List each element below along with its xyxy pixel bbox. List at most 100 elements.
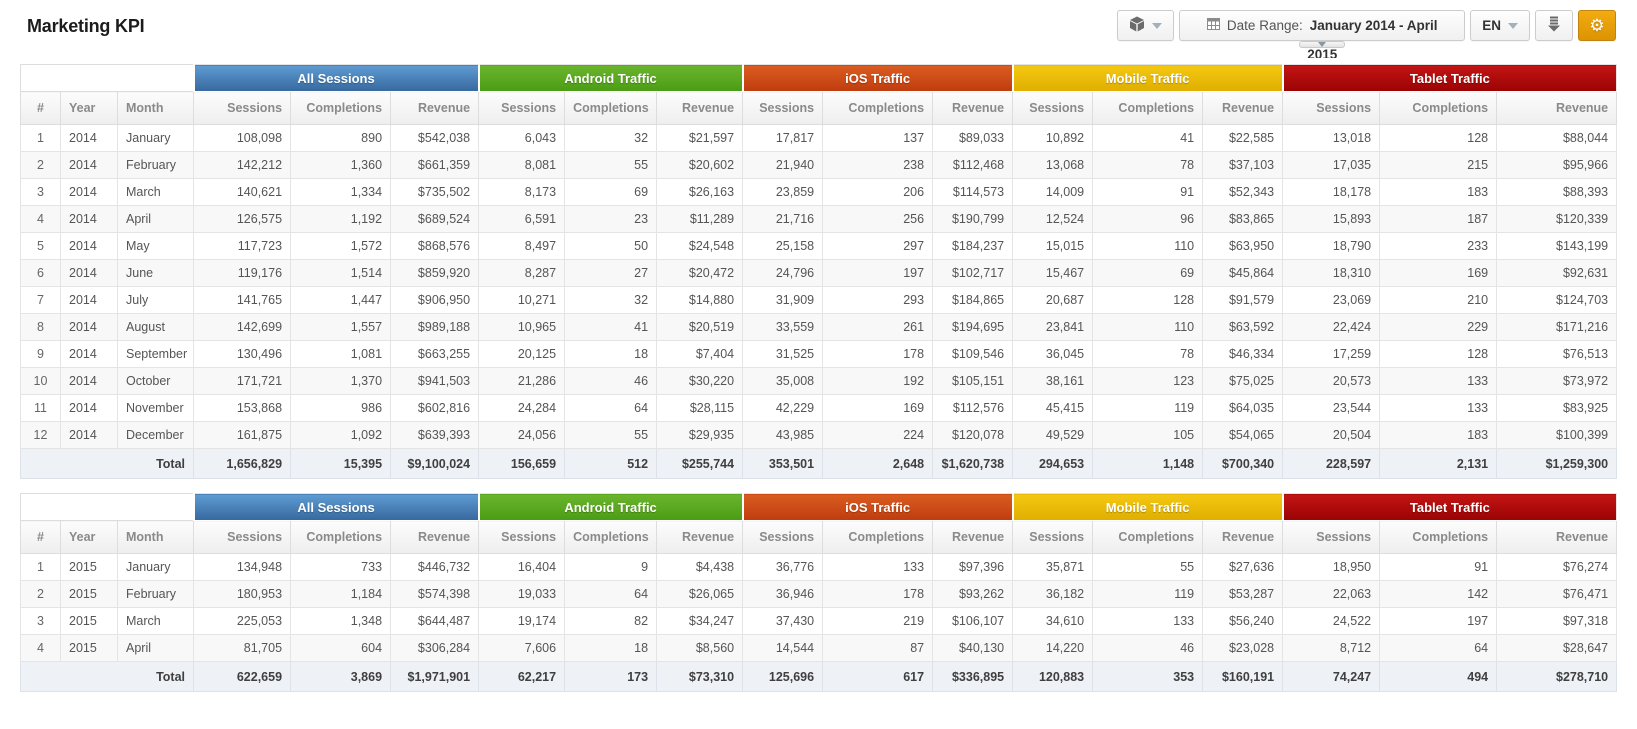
cell-value: $143,199 [1496, 232, 1618, 260]
cell-year: 2014 [60, 340, 118, 368]
column-header-revenue[interactable]: Revenue [656, 91, 744, 125]
cell-value: 119 [1092, 580, 1204, 608]
language-button[interactable]: EN [1470, 10, 1530, 41]
column-header-month[interactable]: Month [116, 520, 195, 554]
cell-value: 8,081 [478, 151, 566, 179]
cell-index: 1 [20, 553, 61, 581]
cell-value: $11,289 [656, 205, 744, 233]
cell-value: 261 [822, 313, 934, 341]
table-row: 3 2015 March 225,053 1,348 $644,487 19,174 82 $3… [20, 607, 1618, 635]
cell-value: 119 [1092, 394, 1204, 422]
cell-value: 238 [822, 151, 934, 179]
cell-value: $120,339 [1496, 205, 1618, 233]
cell-value: 6,043 [478, 124, 566, 152]
column-header-revenue[interactable]: Revenue [932, 520, 1014, 554]
cell-value: $109,546 [932, 340, 1014, 368]
cell-value: 20,573 [1282, 367, 1381, 395]
cell-value: 178 [822, 340, 934, 368]
column-header-sessions[interactable]: Sessions [193, 91, 292, 125]
date-range-button[interactable]: Date Range: January 2014 - April [1179, 10, 1466, 41]
column-header-sessions[interactable]: Sessions [478, 91, 566, 125]
settings-button[interactable]: ⚙ [1578, 10, 1616, 41]
column-header-sessions[interactable]: Sessions [1012, 91, 1094, 125]
column-header-completions[interactable]: Completions [1092, 520, 1204, 554]
cell-value: 123 [1092, 367, 1204, 395]
cell-value: $20,602 [656, 151, 744, 179]
column-header-sessions[interactable]: Sessions [1282, 91, 1381, 125]
column-header-sessions[interactable]: Sessions [742, 520, 824, 554]
date-range-handle[interactable] [1299, 41, 1346, 48]
cell-value: 23,859 [742, 178, 824, 206]
cell-value: 12,524 [1012, 205, 1094, 233]
download-icon [1547, 16, 1561, 35]
total-value: $278,710 [1496, 661, 1618, 692]
cell-year: 2015 [60, 553, 118, 581]
cell-value: $14,880 [656, 286, 744, 314]
cell-value: 46 [564, 367, 658, 395]
total-value: 617 [822, 661, 934, 692]
cell-value: 35,871 [1012, 553, 1094, 581]
total-value: 353,501 [742, 448, 824, 479]
column-header-completions[interactable]: Completions [1379, 520, 1498, 554]
column-header-completions[interactable]: Completions [1092, 91, 1204, 125]
column-header-index[interactable]: # [20, 520, 61, 554]
cell-value: 55 [1092, 553, 1204, 581]
column-header-sessions[interactable]: Sessions [193, 520, 292, 554]
cell-value: $868,576 [390, 232, 480, 260]
column-header-completions[interactable]: Completions [822, 520, 934, 554]
column-header-revenue[interactable]: Revenue [656, 520, 744, 554]
column-header-index[interactable]: # [20, 91, 61, 125]
table-row: 6 2014 June 119,176 1,514 $859,920 8,287 27 $20,… [20, 259, 1618, 287]
cell-value: $602,816 [390, 394, 480, 422]
cell-value: 13,018 [1282, 124, 1381, 152]
cell-value: 10,965 [478, 313, 566, 341]
cell-value: $661,359 [390, 151, 480, 179]
column-header-completions[interactable]: Completions [822, 91, 934, 125]
group-header-row: All Sessions Android Traffic iOS Traffic Mo… [19, 64, 1618, 92]
column-header-revenue[interactable]: Revenue [390, 91, 480, 125]
column-header-revenue[interactable]: Revenue [390, 520, 480, 554]
column-header-sessions[interactable]: Sessions [478, 520, 566, 554]
cell-value: $190,799 [932, 205, 1014, 233]
cell-value: 229 [1379, 313, 1498, 341]
cell-value: $76,274 [1496, 553, 1618, 581]
table-row: 4 2015 April 81,705 604 $306,284 7,606 18 $8,560… [20, 634, 1618, 662]
total-value: 173 [564, 661, 658, 692]
cell-value: $28,115 [656, 394, 744, 422]
cell-month: April [116, 205, 195, 233]
chevron-down-icon [1508, 22, 1518, 29]
cell-value: $37,103 [1202, 151, 1284, 179]
cell-value: 126,575 [193, 205, 292, 233]
column-header-year[interactable]: Year [60, 520, 118, 554]
column-header-revenue[interactable]: Revenue [1202, 91, 1284, 125]
column-header-completions[interactable]: Completions [290, 520, 392, 554]
cell-value: 178 [822, 580, 934, 608]
cell-value: 133 [1092, 607, 1204, 635]
cell-value: $106,107 [932, 607, 1014, 635]
cell-year: 2014 [60, 313, 118, 341]
column-header-row: # Year Month Sessions Completions Revenue Sess… [20, 520, 1618, 554]
total-value: $1,971,901 [390, 661, 480, 692]
column-header-completions[interactable]: Completions [1379, 91, 1498, 125]
cell-month: September [116, 340, 195, 368]
export-button[interactable] [1535, 10, 1573, 41]
calendar-grid-icon [1206, 18, 1220, 33]
column-header-revenue[interactable]: Revenue [1202, 520, 1284, 554]
cell-value: 69 [564, 178, 658, 206]
column-header-completions[interactable]: Completions [564, 520, 658, 554]
column-header-revenue[interactable]: Revenue [1496, 91, 1618, 125]
column-header-revenue[interactable]: Revenue [1496, 520, 1618, 554]
cell-month: April [116, 634, 195, 662]
column-header-year[interactable]: Year [60, 91, 118, 125]
widget-type-button[interactable] [1117, 10, 1175, 41]
column-header-completions[interactable]: Completions [564, 91, 658, 125]
column-header-month[interactable]: Month [116, 91, 195, 125]
column-header-sessions[interactable]: Sessions [1282, 520, 1381, 554]
cell-value: 297 [822, 232, 934, 260]
cell-value: 8,712 [1282, 634, 1381, 662]
column-header-sessions[interactable]: Sessions [1012, 520, 1094, 554]
cell-value: 32 [564, 124, 658, 152]
column-header-revenue[interactable]: Revenue [932, 91, 1014, 125]
column-header-completions[interactable]: Completions [290, 91, 392, 125]
column-header-sessions[interactable]: Sessions [742, 91, 824, 125]
